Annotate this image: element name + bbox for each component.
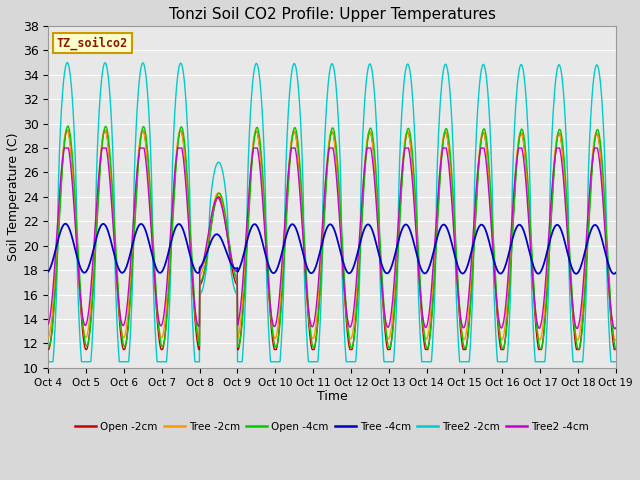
Tree -2cm bbox=[612, 337, 620, 343]
Tree2 -4cm bbox=[44, 321, 52, 327]
Open -2cm bbox=[44, 347, 52, 352]
Tree -4cm bbox=[203, 250, 211, 255]
Tree -2cm bbox=[203, 245, 211, 251]
Tree -4cm bbox=[497, 271, 505, 276]
Tree2 -2cm bbox=[203, 262, 211, 267]
Tree -4cm bbox=[349, 266, 356, 272]
Open -2cm bbox=[562, 193, 570, 199]
Tree -2cm bbox=[612, 337, 620, 343]
Text: TZ_soilco2: TZ_soilco2 bbox=[57, 36, 128, 49]
Tree2 -4cm bbox=[497, 325, 505, 331]
Tree -2cm bbox=[497, 336, 505, 342]
Tree -4cm bbox=[612, 270, 620, 276]
Tree2 -2cm bbox=[63, 60, 71, 65]
Tree2 -4cm bbox=[203, 240, 211, 246]
Open -4cm bbox=[497, 342, 505, 348]
Tree -2cm bbox=[562, 194, 570, 200]
Y-axis label: Soil Temperature (C): Soil Temperature (C) bbox=[7, 132, 20, 261]
Tree -2cm bbox=[349, 330, 356, 336]
Open -4cm bbox=[575, 347, 582, 352]
Tree2 -2cm bbox=[361, 94, 369, 99]
Open -4cm bbox=[612, 346, 620, 352]
Tree2 -4cm bbox=[61, 145, 68, 151]
Tree2 -4cm bbox=[349, 316, 356, 322]
X-axis label: Time: Time bbox=[317, 390, 348, 403]
Tree2 -4cm bbox=[578, 300, 586, 306]
Tree2 -2cm bbox=[612, 359, 620, 365]
Tree -4cm bbox=[610, 271, 618, 276]
Open -4cm bbox=[203, 254, 211, 260]
Open -2cm bbox=[361, 163, 369, 168]
Tree2 -2cm bbox=[562, 128, 570, 134]
Tree2 -2cm bbox=[349, 359, 356, 365]
Tree2 -4cm bbox=[612, 325, 620, 331]
Open -2cm bbox=[349, 344, 356, 350]
Open -2cm bbox=[63, 127, 71, 132]
Line: Open -2cm: Open -2cm bbox=[48, 130, 616, 349]
Line: Tree -2cm: Tree -2cm bbox=[48, 130, 616, 340]
Open -2cm bbox=[497, 347, 505, 352]
Tree -4cm bbox=[562, 243, 570, 249]
Tree -4cm bbox=[578, 262, 586, 267]
Line: Open -4cm: Open -4cm bbox=[48, 126, 616, 349]
Open -2cm bbox=[203, 254, 211, 260]
Tree2 -4cm bbox=[611, 326, 619, 332]
Title: Tonzi Soil CO2 Profile: Upper Temperatures: Tonzi Soil CO2 Profile: Upper Temperatur… bbox=[168, 7, 495, 22]
Tree2 -2cm bbox=[578, 359, 586, 365]
Tree -4cm bbox=[361, 225, 369, 230]
Legend: Open -2cm, Tree -2cm, Open -4cm, Tree -4cm, Tree2 -2cm, Tree2 -4cm: Open -2cm, Tree -2cm, Open -4cm, Tree -4… bbox=[71, 418, 593, 436]
Open -4cm bbox=[361, 167, 369, 173]
Tree -2cm bbox=[63, 127, 71, 132]
Open -4cm bbox=[64, 123, 72, 129]
Tree2 -4cm bbox=[361, 160, 369, 166]
Open -2cm bbox=[578, 330, 586, 336]
Line: Tree -4cm: Tree -4cm bbox=[48, 224, 616, 274]
Tree2 -2cm bbox=[44, 359, 52, 365]
Open -4cm bbox=[578, 330, 586, 336]
Tree -2cm bbox=[44, 335, 52, 340]
Tree -2cm bbox=[578, 315, 586, 321]
Tree -4cm bbox=[61, 221, 69, 227]
Open -4cm bbox=[349, 343, 356, 349]
Tree2 -4cm bbox=[562, 208, 570, 214]
Open -4cm bbox=[562, 180, 570, 186]
Tree -2cm bbox=[361, 156, 369, 162]
Tree -4cm bbox=[44, 269, 52, 275]
Open -4cm bbox=[44, 342, 52, 348]
Line: Tree2 -4cm: Tree2 -4cm bbox=[48, 148, 616, 329]
Line: Tree2 -2cm: Tree2 -2cm bbox=[48, 62, 616, 362]
Open -2cm bbox=[612, 347, 620, 352]
Tree2 -2cm bbox=[497, 359, 505, 365]
